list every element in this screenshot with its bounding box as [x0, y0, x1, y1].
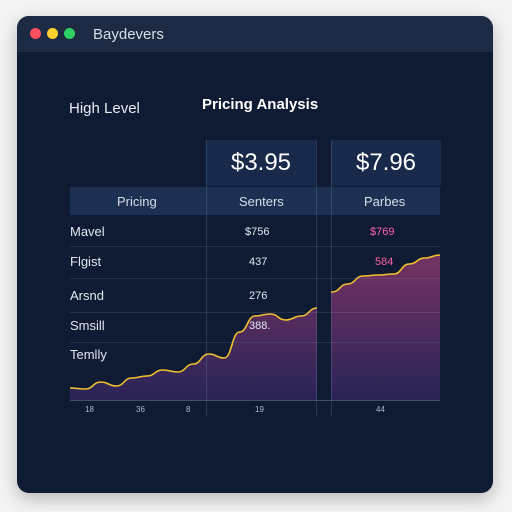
pricing-analysis-title: Pricing Analysis — [202, 96, 319, 113]
price-card-senters: $3.95 — [206, 140, 316, 186]
column-header-senters[interactable]: Senters — [239, 194, 284, 209]
table-row-label: Flgist — [70, 254, 102, 269]
title-bar: Baydevers — [17, 16, 493, 52]
pricing-area-chart — [69, 187, 441, 417]
x-tick-label: 44 — [376, 405, 385, 414]
price-value: $3.95 — [230, 149, 292, 176]
table-header-row: Pricing Senters Parbes — [70, 187, 440, 215]
x-tick-label: 18 — [85, 405, 94, 414]
column-gap — [317, 187, 331, 417]
table-cell-senters: 276 — [249, 290, 268, 302]
area-fill — [70, 255, 440, 400]
table-row-label: Mavel — [70, 224, 105, 239]
column-header-pricing[interactable]: Pricing — [117, 194, 157, 209]
series-line — [69, 254, 441, 390]
window-title: Baydevers — [93, 26, 164, 43]
table-cell-senters: 388. — [249, 320, 271, 332]
price-card-parbes: $7.96 — [331, 140, 441, 186]
maximize-window-button[interactable] — [64, 28, 75, 39]
high-level-label: High Level — [69, 100, 140, 117]
x-tick-label: 36 — [136, 405, 145, 414]
row-divider — [70, 312, 440, 313]
row-divider — [70, 278, 440, 279]
table-cell-parbes: $769 — [370, 226, 395, 238]
minimize-window-button[interactable] — [47, 28, 58, 39]
column-divider — [206, 140, 207, 416]
table-row-label: Arsnd — [70, 288, 104, 303]
x-tick-label: 8 — [186, 405, 191, 414]
table-cell-senters: 437 — [249, 256, 268, 268]
app-window: Baydevers High Level Pricing Analysis $3… — [17, 16, 493, 493]
row-divider — [70, 246, 440, 247]
table-row-label: Smsill — [70, 318, 105, 333]
price-value: $7.96 — [355, 149, 417, 176]
close-window-button[interactable] — [30, 28, 41, 39]
x-tick-label: 19 — [255, 405, 264, 414]
column-divider — [316, 140, 317, 416]
table-row-label: Temlly — [70, 347, 107, 362]
table-cell-senters: $756 — [245, 226, 270, 238]
column-divider — [331, 140, 332, 416]
table-cell-parbes: 584 — [375, 256, 394, 268]
column-header-parbes[interactable]: Parbes — [364, 194, 406, 209]
row-divider — [70, 342, 440, 343]
